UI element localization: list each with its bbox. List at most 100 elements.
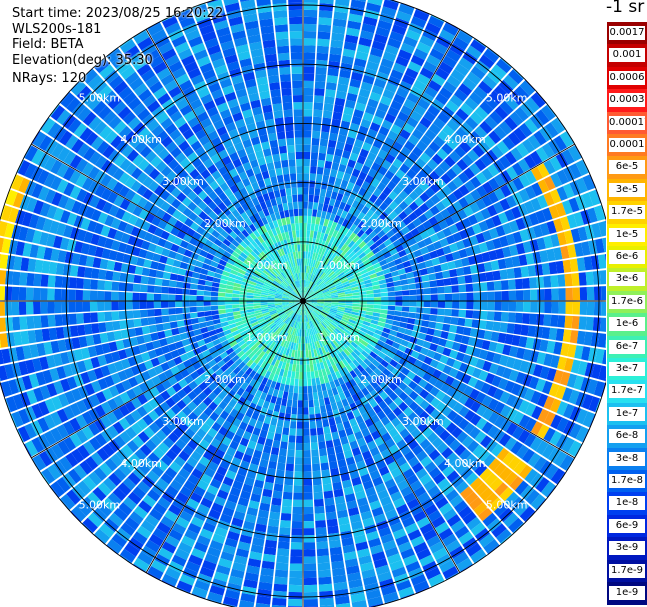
gate-cell: [481, 421, 494, 434]
gate-cell: [369, 222, 379, 231]
gate-cell: [350, 341, 359, 349]
gate-cell: [317, 298, 325, 301]
gate-cell: [248, 500, 260, 510]
gate-cell: [403, 185, 414, 196]
gate-cell: [345, 305, 353, 309]
gate-cell: [509, 476, 524, 491]
gate-cell: [277, 541, 290, 550]
gate-cell: [364, 333, 373, 340]
gate-cell: [369, 194, 378, 204]
gate-cell: [261, 560, 275, 570]
gate-cell: [413, 384, 424, 395]
gate-cell: [374, 197, 384, 207]
gate-cell: [328, 251, 334, 260]
gate-cell: [329, 460, 338, 470]
gate-cell: [330, 307, 338, 311]
gate-cell: [384, 478, 396, 489]
gate-cell: [140, 275, 149, 285]
gate-cell: [284, 477, 294, 486]
gate-cell: [190, 283, 198, 290]
gate-cell: [303, 16, 317, 25]
gate-cell: [341, 375, 349, 384]
gate-cell: [169, 273, 178, 281]
gate-cell: [380, 359, 389, 368]
gate-cell: [408, 201, 419, 212]
gate-cell: [373, 33, 388, 44]
gate-cell: [452, 402, 464, 414]
gate-cell: [466, 45, 482, 60]
gate-cell: [175, 314, 184, 321]
gate-cell: [303, 123, 312, 131]
gate-cell: [348, 343, 356, 352]
gate-cell: [355, 237, 364, 246]
gate-cell: [333, 279, 341, 285]
gate-cell: [522, 277, 530, 289]
gate-cell: [463, 422, 475, 435]
gate-cell: [330, 191, 338, 200]
gate-cell: [485, 372, 496, 385]
gate-cell: [309, 303, 316, 308]
gate-cell: [309, 266, 313, 274]
gate-cell: [404, 450, 416, 462]
gate-cell: [352, 408, 361, 418]
gate-cell: [340, 62, 353, 72]
gate-cell: [449, 269, 458, 278]
gate-cell: [407, 277, 416, 284]
gate-cell: [314, 188, 321, 196]
gate-cell: [261, 452, 270, 461]
gate-cell: [393, 315, 402, 322]
gate-cell: [439, 502, 453, 515]
gate-cell: [515, 371, 526, 385]
gate-cell: [303, 421, 310, 429]
gate-cell: [290, 342, 294, 350]
gate-cell: [406, 271, 415, 279]
gate-cell: [515, 278, 523, 290]
gate-cell: [395, 363, 405, 372]
gate-cell: [321, 124, 331, 133]
gate-cell: [104, 311, 113, 322]
gate-cell: [353, 226, 361, 235]
gate-cell: [304, 307, 308, 315]
gate-cell: [339, 69, 351, 79]
gate-cell: [318, 315, 325, 321]
gate-cell: [353, 208, 361, 218]
gate-cell: [440, 173, 452, 185]
gate-cell: [583, 331, 593, 346]
gate-cell: [424, 504, 438, 516]
gate-cell: [12, 271, 21, 286]
gate-cell: [458, 505, 473, 519]
gate-cell: [217, 296, 225, 301]
gate-cell: [449, 349, 459, 360]
gate-cell: [334, 327, 342, 335]
gate-cell: [332, 364, 339, 373]
gate-cell: [315, 413, 322, 422]
gate-cell: [535, 147, 549, 162]
gate-cell: [325, 226, 331, 235]
gate-cell: [557, 315, 566, 328]
gate-cell: [379, 201, 389, 211]
gate-cell: [253, 296, 261, 299]
gate-cell: [307, 251, 311, 259]
gate-cell: [313, 399, 320, 407]
gate-cell: [518, 173, 531, 188]
gate-cell: [125, 310, 134, 319]
gate-cell: [309, 414, 316, 422]
gate-cell: [572, 301, 581, 315]
gate-cell: [329, 395, 336, 404]
gate-cell: [518, 399, 530, 414]
gate-cell: [399, 428, 410, 439]
gate-cell: [306, 364, 311, 372]
gate-cell: [397, 412, 408, 423]
gate-cell: [83, 312, 91, 324]
gate-cell: [316, 279, 322, 286]
gate-cell: [537, 179, 550, 194]
gate-cell: [450, 69, 466, 83]
gate-cell: [509, 496, 525, 512]
gate-cell: [482, 512, 498, 527]
gate-cell: [315, 261, 321, 269]
gate-cell: [292, 392, 298, 401]
gate-cell: [352, 184, 361, 194]
gate-cell: [336, 310, 345, 314]
gate-cell: [306, 223, 311, 231]
gate-cell: [315, 306, 323, 311]
